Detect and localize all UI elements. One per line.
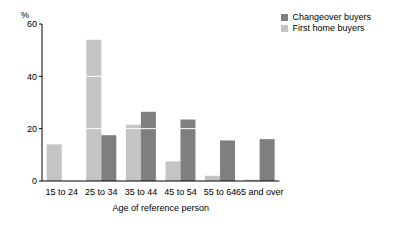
svg-text:%: % (21, 10, 29, 20)
svg-text:45 to 54: 45 to 54 (164, 187, 197, 197)
svg-text:Age of reference person: Age of reference person (112, 203, 209, 213)
svg-text:65 and over: 65 and over (236, 187, 284, 197)
html-text:First home buyers: First home buyers (292, 23, 365, 33)
svg-text:15 to 24: 15 to 24 (46, 187, 79, 197)
svg-text:60: 60 (27, 19, 37, 29)
svg-text:25 to 34: 25 to 34 (85, 187, 118, 197)
html-text:Changeover buyers: Changeover buyers (292, 12, 371, 22)
svg-text:35 to 44: 35 to 44 (125, 187, 158, 197)
svg-text:40: 40 (27, 72, 37, 82)
svg-text:55 to 64: 55 to 64 (204, 187, 237, 197)
svg-text:0: 0 (32, 176, 37, 186)
svg-text:20: 20 (27, 124, 37, 134)
